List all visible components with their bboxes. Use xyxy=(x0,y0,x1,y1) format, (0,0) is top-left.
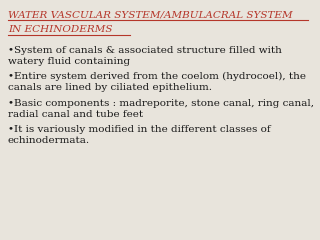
Text: WATER VASCULAR SYSTEM/AMBULACRAL SYSTEM: WATER VASCULAR SYSTEM/AMBULACRAL SYSTEM xyxy=(8,10,292,19)
Text: •Entire system derived from the coelom (hydrocoel), the
canals are lined by cili: •Entire system derived from the coelom (… xyxy=(8,72,306,92)
Text: •It is variously modified in the different classes of
echinodermata.: •It is variously modified in the differe… xyxy=(8,125,271,145)
Text: •System of canals & associated structure filled with
watery fluid containing: •System of canals & associated structure… xyxy=(8,46,282,66)
Text: IN ECHINODERMS: IN ECHINODERMS xyxy=(8,25,113,34)
Text: •Basic components : madreporite, stone canal, ring canal,
radial canal and tube : •Basic components : madreporite, stone c… xyxy=(8,99,314,119)
